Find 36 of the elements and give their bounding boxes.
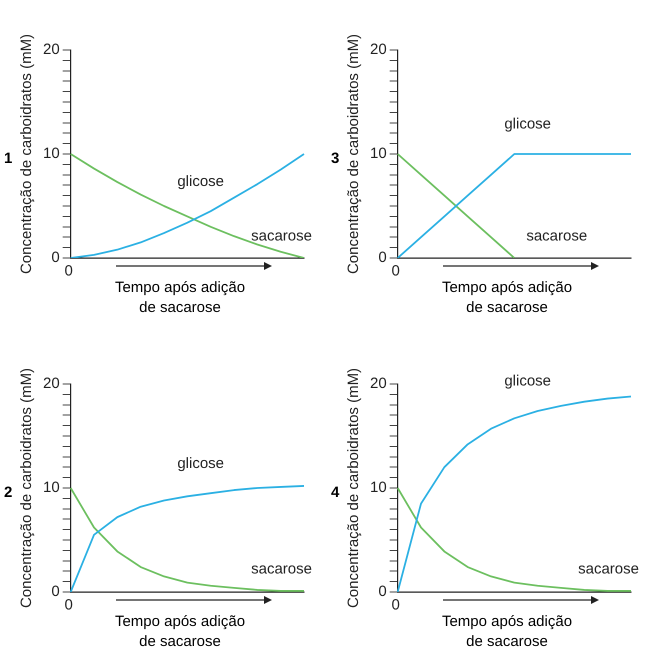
y-tick-label: 10 (370, 145, 387, 162)
text: 2 (4, 484, 12, 501)
y-axis-title: Concentração de carboidratos (mM) (18, 34, 36, 274)
text: 0 (392, 596, 400, 614)
text: 0 (64, 596, 73, 614)
x-axis-title: Tempo após adição de sacarose (114, 612, 246, 652)
x-axis-title: Tempo após adição de sacarose (440, 278, 574, 318)
y-tick-label: 10 (42, 479, 60, 496)
y-axis-title: Concentração de carboidratos (mM) (345, 368, 362, 608)
y-tick-label: 10 (370, 479, 387, 496)
y-tick-label: 20 (42, 41, 60, 58)
text: 0 (392, 262, 400, 280)
series-label: glicose (504, 372, 552, 390)
text: 4 (331, 484, 340, 501)
y-axis-title: Concentração de carboidratos (mM) (345, 34, 362, 274)
y-axis-title: Concentração de carboidratos (mM) (18, 368, 36, 608)
series-label: sacarose (578, 560, 639, 578)
y-tick-label: 20 (42, 375, 60, 392)
y-tick-label: 10 (42, 145, 60, 162)
series-label: sacarose (251, 228, 312, 245)
series-label: glicose (177, 454, 224, 472)
series-label: sacarose (526, 228, 588, 245)
y-tick-label: 0 (51, 583, 60, 600)
x-axis-title: Tempo após adição de sacarose (114, 278, 246, 318)
x-axis-title: Tempo após adição de sacarose (440, 612, 574, 652)
y-tick-label: 20 (370, 375, 387, 392)
series-label: sacarose (251, 560, 312, 578)
text: 3 (331, 150, 340, 167)
text: 0 (64, 262, 73, 280)
text: 1 (4, 150, 12, 167)
y-tick-label: 0 (378, 249, 387, 266)
y-tick-label: 0 (51, 249, 60, 266)
series-label: glicose (504, 116, 552, 133)
y-tick-label: 20 (370, 41, 387, 58)
series-label: glicose (177, 172, 224, 190)
y-tick-label: 0 (378, 583, 387, 600)
